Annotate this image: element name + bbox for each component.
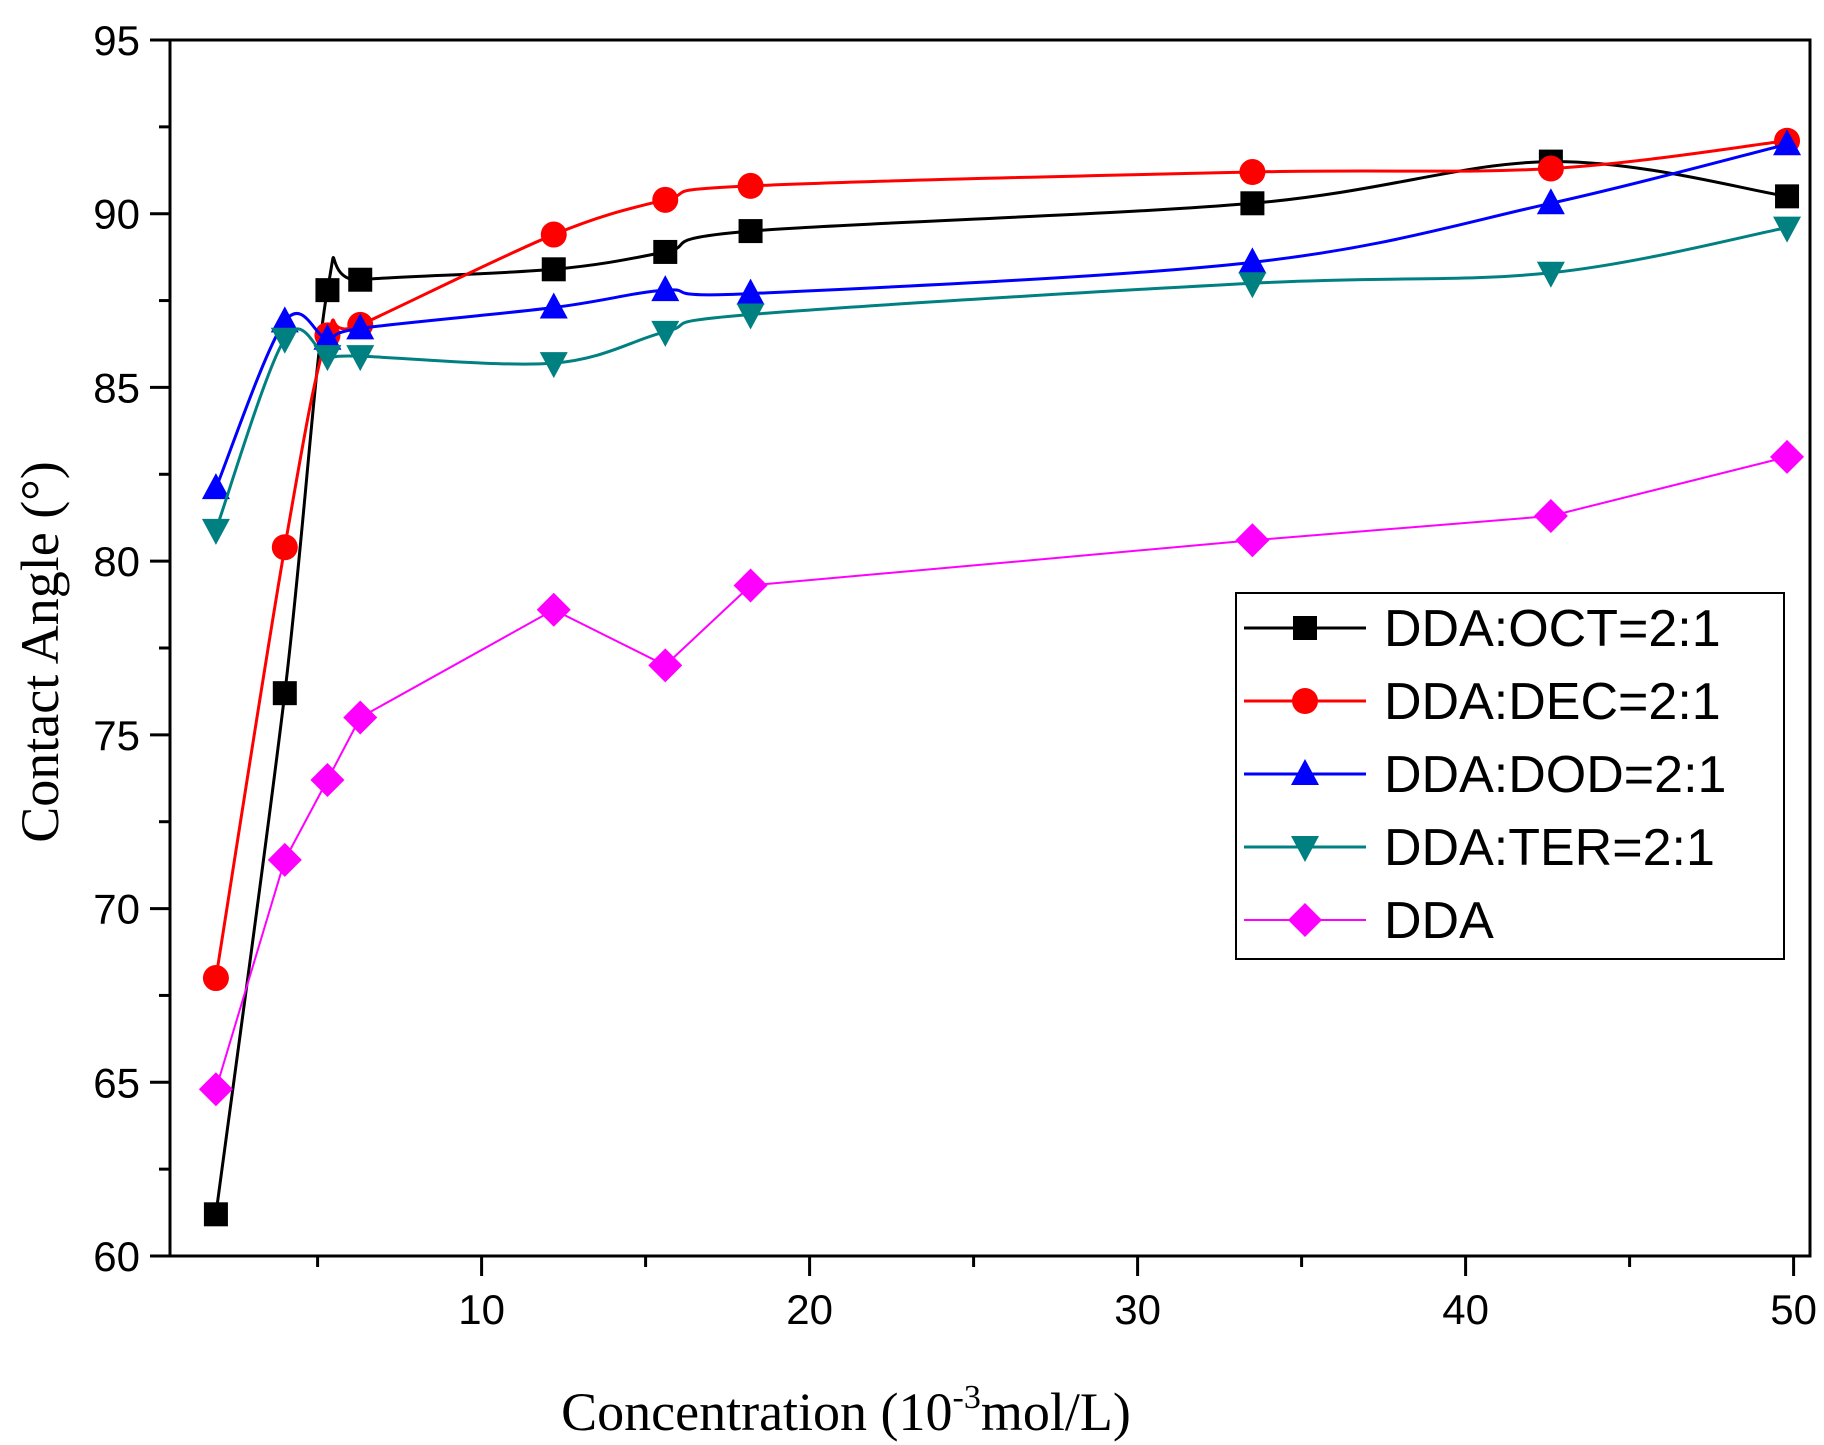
legend-label: DDA:TER=2:1	[1384, 819, 1715, 877]
data-point	[541, 257, 566, 282]
data-point	[1235, 523, 1270, 558]
data-point	[271, 534, 298, 561]
legend-item: DDA:DOD=2:1	[1244, 746, 1726, 804]
tick-labels: 10 20 30 40 50 60 65 70 75 80 85 90 95	[93, 17, 1817, 1333]
data-point	[1239, 159, 1266, 186]
y-tick-label: 75	[93, 712, 140, 759]
series-dda-dec-2-1	[202, 127, 1801, 992]
legend-item: DDA:TER=2:1	[1244, 819, 1715, 877]
legend-marker	[1292, 688, 1318, 714]
data-point	[201, 473, 230, 500]
y-tick-label: 95	[93, 17, 140, 64]
y-tick-label: 70	[93, 886, 140, 933]
data-point	[315, 278, 340, 303]
data-point	[648, 648, 683, 683]
series-layer	[198, 127, 1805, 1227]
data-point	[310, 763, 345, 798]
data-point	[651, 320, 680, 347]
series-line	[214, 226, 1788, 531]
legend-box	[1235, 592, 1785, 960]
data-point	[736, 278, 765, 305]
data-point	[1770, 439, 1805, 474]
legend-marker	[1293, 616, 1317, 640]
series-line	[214, 139, 1788, 979]
data-point	[1536, 261, 1565, 288]
data-point	[272, 681, 297, 706]
series-line	[214, 455, 1788, 1090]
data-point	[270, 306, 299, 333]
x-tick-label: 30	[1114, 1286, 1161, 1333]
y-tick-label: 80	[93, 538, 140, 585]
legend-marker	[1291, 836, 1319, 862]
data-point	[652, 186, 679, 213]
data-point	[348, 267, 373, 292]
data-point	[1240, 191, 1265, 216]
series-dda	[198, 439, 1805, 1107]
data-point	[736, 303, 765, 330]
data-point	[202, 965, 229, 992]
data-point	[313, 345, 342, 372]
data-point	[343, 700, 378, 735]
data-point	[201, 518, 230, 545]
legend-item: DDA:OCT=2:1	[1244, 600, 1721, 658]
data-point	[346, 313, 375, 340]
legend-marker	[1288, 903, 1322, 937]
x-axis-title-prefix: Concentration (10	[561, 1382, 952, 1442]
data-point	[539, 292, 568, 319]
legend-marker	[1291, 759, 1319, 785]
series-dda-ter-2-1	[201, 216, 1802, 545]
y-tick-label: 85	[93, 364, 140, 411]
legend-label: DDA:DOD=2:1	[1384, 746, 1726, 804]
data-point	[203, 1202, 228, 1227]
data-point	[733, 568, 768, 603]
data-point	[198, 1072, 233, 1107]
legend-label: DDA:OCT=2:1	[1384, 600, 1721, 658]
x-tick-label: 10	[458, 1286, 505, 1333]
data-point	[1773, 129, 1802, 156]
x-tick-label: 50	[1770, 1286, 1817, 1333]
data-point	[270, 327, 299, 354]
y-tick-label: 60	[93, 1233, 140, 1280]
data-point	[313, 323, 342, 350]
data-point	[738, 219, 763, 244]
y-axis-title: Contact Angle (°)	[10, 461, 70, 843]
data-point	[267, 842, 302, 877]
data-point	[653, 239, 678, 264]
data-point	[1238, 247, 1267, 274]
series-line	[214, 142, 1788, 489]
data-point	[1533, 498, 1568, 533]
plot-frame	[168, 38, 1812, 1258]
data-point	[1775, 184, 1800, 209]
x-axis-title: Concentration (10-3mol/L)	[561, 1379, 1131, 1442]
data-point	[1773, 216, 1802, 243]
y-tick-label: 65	[93, 1059, 140, 1106]
x-tick-label: 40	[1442, 1286, 1489, 1333]
legend-label: DDA	[1384, 892, 1494, 950]
legend-item: DDA:DEC=2:1	[1244, 673, 1721, 731]
axes-ticks	[150, 38, 1796, 1276]
y-tick-label: 90	[93, 191, 140, 238]
data-point	[539, 352, 568, 379]
data-point	[1238, 272, 1267, 299]
data-point	[536, 592, 571, 627]
data-point	[737, 172, 764, 199]
data-point	[1537, 155, 1564, 182]
legend-label: DDA:DEC=2:1	[1384, 673, 1721, 731]
data-point	[1536, 188, 1565, 215]
x-axis-title-exponent: -3	[953, 1379, 981, 1416]
data-point	[346, 345, 375, 372]
data-point	[651, 275, 680, 302]
data-point	[540, 221, 567, 248]
legend: DDA:OCT=2:1 DDA:DEC=2:1 DDA:DOD=2:1 DDA:TER…	[1235, 592, 1785, 960]
x-tick-label: 20	[786, 1286, 833, 1333]
legend-item: DDA	[1244, 892, 1494, 950]
series-line	[214, 160, 1788, 1215]
x-axis-title-suffix: mol/L)	[981, 1382, 1131, 1442]
series-dda-dod-2-1	[201, 129, 1802, 500]
